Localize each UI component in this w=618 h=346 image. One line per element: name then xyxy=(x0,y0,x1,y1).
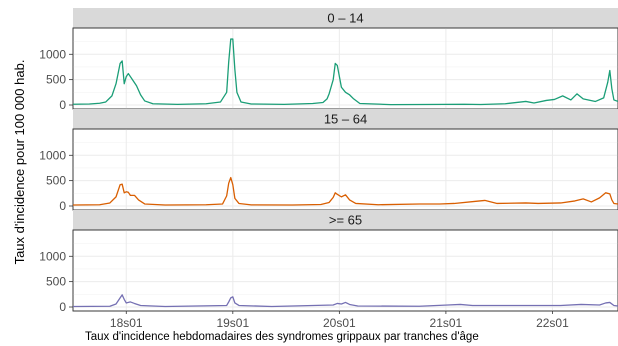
y-tick-label: 500 xyxy=(46,174,66,188)
facet-strip-label: 15 – 64 xyxy=(324,112,367,127)
panel-border xyxy=(72,229,618,312)
series-line-1 xyxy=(73,38,618,106)
y-tick-label: 1000 xyxy=(39,249,66,263)
facet-strip-label: 0 – 14 xyxy=(327,11,363,26)
facet-strip xyxy=(73,210,618,230)
chart-caption: Taux d'incidence hebdomadaires des syndr… xyxy=(85,331,479,343)
facet-panel-3: >= 65 0 500 1000 xyxy=(39,210,618,314)
y-tick-label: 500 xyxy=(46,275,66,289)
y-tick-label: 1000 xyxy=(39,47,66,61)
x-axis: 18s01 19s01 20s01 21s01 22s01 xyxy=(110,316,569,330)
panel-background xyxy=(72,128,618,211)
y-tick-label: 0 xyxy=(59,98,66,112)
series-line-3 xyxy=(73,294,618,308)
facet-strip xyxy=(73,109,618,129)
x-tick-label: 18s01 xyxy=(110,316,143,330)
facet-panel-2: 15 – 64 0 500 1000 xyxy=(39,109,618,213)
y-tick-label: 1000 xyxy=(39,148,66,162)
panel-background xyxy=(72,27,618,110)
panel-background xyxy=(72,229,618,312)
x-tick-label: 20s01 xyxy=(323,316,356,330)
facet-panels: 0 – 14 0 500 1000 15 – 64 0 500 1000 >= 65 0 500 10… xyxy=(39,8,618,314)
series-line-2 xyxy=(73,176,618,206)
y-axis-title: Taux d'incidence pour 100 000 hab. xyxy=(12,60,27,265)
x-tick-label: 19s01 xyxy=(216,316,249,330)
y-tick-label: 0 xyxy=(59,300,66,314)
y-tick-label: 500 xyxy=(46,73,66,87)
y-tick-label: 0 xyxy=(59,199,66,213)
facet-panel-1: 0 – 14 0 500 1000 xyxy=(39,8,618,112)
x-tick-label: 22s01 xyxy=(536,316,569,330)
facet-strip xyxy=(73,8,618,28)
x-tick-label: 21s01 xyxy=(430,316,463,330)
facet-strip-label: >= 65 xyxy=(329,213,362,228)
